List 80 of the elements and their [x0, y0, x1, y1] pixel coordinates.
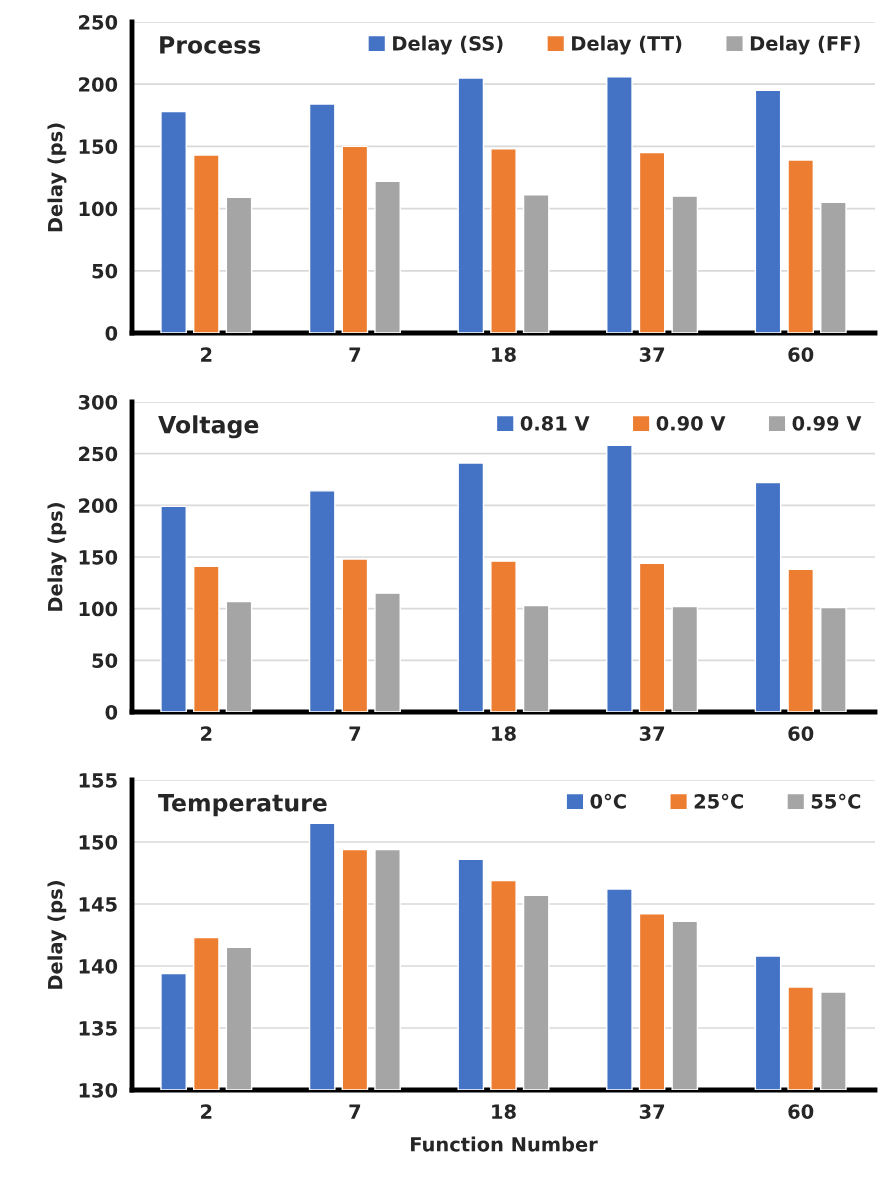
- text: Temperature: [158, 794, 327, 817]
- x-tick-label: 18: [492, 347, 516, 362]
- y-axis-title: Delay (ps): [47, 503, 67, 611]
- y-tick-label: 155: [79, 773, 117, 788]
- legend-label: 0.90 V: [656, 415, 726, 431]
- bar: [671, 195, 699, 333]
- legend-label: 55°C: [811, 793, 861, 809]
- bar: [192, 154, 220, 333]
- bar: [225, 600, 253, 712]
- text: Voltage: [158, 415, 259, 439]
- y-tick-label: 200: [79, 498, 118, 513]
- x-tick-label: 2: [201, 1104, 212, 1119]
- x-tick-label: 37: [639, 347, 665, 362]
- y-tick-label: 150: [79, 834, 118, 850]
- legend-label: Delay (SS): [393, 35, 503, 55]
- bar: [225, 196, 253, 333]
- x-tick-label: 37: [639, 1104, 665, 1119]
- bar: [754, 481, 782, 712]
- x-tick-label: 60: [788, 726, 814, 741]
- bar: [606, 76, 633, 333]
- bar: [522, 604, 550, 712]
- bar: [341, 145, 369, 333]
- bar: [638, 151, 666, 333]
- bar: [490, 148, 517, 333]
- y-tick-label: 150: [79, 549, 118, 565]
- bar: [606, 444, 633, 712]
- x-tick-label: 60: [788, 1104, 814, 1119]
- bar: [160, 505, 187, 712]
- bar: [754, 89, 782, 333]
- x-tick-label: 7: [349, 1104, 361, 1119]
- chart-title: Process: [160, 36, 261, 54]
- bar: [457, 462, 485, 712]
- y-tick-label: 150: [79, 139, 118, 155]
- bar: [787, 159, 815, 333]
- y-tick-label: 50: [92, 653, 118, 668]
- bar: [820, 201, 847, 333]
- bar: [820, 606, 847, 712]
- legend-label: 0.99 V: [792, 415, 862, 431]
- x-tick-label: 18: [492, 726, 516, 741]
- x-axis-title: Function Number: [411, 1136, 598, 1152]
- y-tick-label: 300: [78, 394, 118, 410]
- x-tick-label: 7: [349, 726, 361, 741]
- y-tick-label: 145: [79, 897, 117, 912]
- x-tick-label: 37: [639, 726, 665, 741]
- y-tick-label: 50: [92, 263, 118, 279]
- y-tick-label: 130: [79, 1082, 118, 1098]
- y-tick-label: 200: [79, 77, 118, 92]
- x-tick-label: 2: [201, 726, 212, 741]
- bar: [457, 77, 485, 333]
- x-tick-label: 2: [201, 347, 212, 362]
- legend-label: 0°C: [590, 793, 626, 809]
- bar: [341, 558, 369, 712]
- legend-label: 0.81 V: [520, 415, 590, 431]
- bar: [308, 490, 336, 712]
- y-axis-title: Delay (ps): [47, 881, 67, 989]
- y-tick-label: 0: [105, 704, 118, 720]
- y-tick-label: 100: [79, 601, 118, 617]
- y-tick-label: 0: [105, 325, 118, 341]
- bar: [160, 110, 187, 333]
- legend-label: Delay (TT): [572, 35, 682, 55]
- x-tick-label: 18: [492, 1104, 516, 1119]
- bar: [638, 562, 666, 712]
- legend-label: Delay (FF): [750, 35, 860, 55]
- bar: [490, 560, 517, 712]
- x-tick-label: 60: [788, 347, 814, 362]
- y-tick-label: 135: [79, 1020, 117, 1036]
- y-tick-label: 250: [79, 14, 118, 30]
- x-tick-label: 7: [349, 347, 361, 362]
- bar: [308, 103, 336, 333]
- bar: [374, 180, 401, 333]
- legend-label: 25°C: [694, 793, 743, 809]
- bar: [192, 565, 220, 712]
- bar: [374, 592, 401, 712]
- bar: [787, 568, 815, 712]
- y-axis-title: Delay (ps): [47, 123, 67, 232]
- y-tick-label: 250: [79, 446, 118, 462]
- y-tick-label: 140: [79, 958, 118, 974]
- bar: [671, 605, 699, 712]
- bar: [522, 194, 550, 333]
- y-tick-label: 100: [79, 201, 118, 217]
